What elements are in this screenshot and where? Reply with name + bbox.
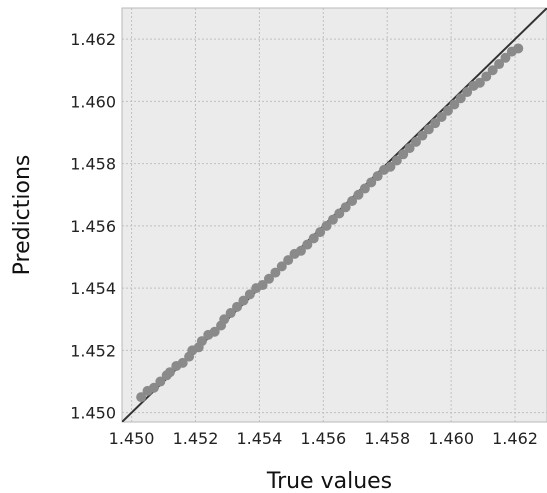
data-point xyxy=(449,99,460,110)
data-point xyxy=(257,280,268,291)
data-point xyxy=(177,357,188,368)
data-point xyxy=(353,189,364,200)
data-point xyxy=(232,301,243,312)
x-axis-ticks: 1.450 1.452 1.454 1.456 1.458 1.460 1.462 xyxy=(109,429,538,448)
data-point xyxy=(391,155,402,166)
data-point xyxy=(219,314,230,325)
data-points xyxy=(136,43,524,403)
x-tick-label: 1.460 xyxy=(428,429,474,448)
y-axis-label: Predictions xyxy=(10,155,35,276)
data-point xyxy=(455,93,466,104)
data-point xyxy=(295,245,306,256)
x-tick-label: 1.454 xyxy=(236,429,282,448)
data-point xyxy=(494,59,505,70)
data-point xyxy=(430,118,441,129)
data-point xyxy=(321,220,332,231)
data-point xyxy=(398,149,409,160)
data-point xyxy=(500,52,511,63)
y-tick-label: 1.458 xyxy=(70,155,116,174)
data-point xyxy=(436,111,447,122)
data-point xyxy=(148,382,159,393)
data-point xyxy=(474,77,485,88)
x-tick-label: 1.458 xyxy=(364,429,410,448)
data-point xyxy=(308,233,319,244)
data-point xyxy=(136,392,147,403)
data-point xyxy=(263,273,274,284)
data-point xyxy=(196,336,207,347)
data-point xyxy=(164,367,175,378)
data-point xyxy=(487,65,498,76)
data-point xyxy=(359,183,370,194)
data-point xyxy=(410,136,421,147)
data-point xyxy=(462,87,473,98)
data-point xyxy=(417,130,428,141)
x-tick-label: 1.456 xyxy=(300,429,346,448)
data-point xyxy=(276,261,287,272)
data-point xyxy=(404,143,415,154)
y-axis-ticks: 1.450 1.452 1.454 1.456 1.458 1.460 1.462 xyxy=(70,30,116,423)
data-point xyxy=(244,289,255,300)
y-tick-label: 1.462 xyxy=(70,30,116,49)
data-point xyxy=(270,267,281,278)
data-point xyxy=(283,255,294,266)
data-point xyxy=(238,295,249,306)
data-point xyxy=(442,105,453,116)
data-point xyxy=(302,239,313,250)
data-point xyxy=(481,71,492,82)
y-tick-label: 1.450 xyxy=(70,404,116,423)
data-point xyxy=(340,202,351,213)
x-axis-label: True values xyxy=(266,469,392,493)
data-point xyxy=(423,124,434,135)
data-point xyxy=(315,227,326,238)
data-point xyxy=(334,208,345,219)
data-point xyxy=(155,376,166,387)
y-tick-label: 1.456 xyxy=(70,217,116,236)
x-tick-label: 1.450 xyxy=(109,429,155,448)
data-point xyxy=(385,161,396,172)
y-tick-label: 1.452 xyxy=(70,341,116,360)
data-point xyxy=(347,195,358,206)
y-tick-label: 1.460 xyxy=(70,92,116,111)
y-tick-label: 1.454 xyxy=(70,279,116,298)
data-point xyxy=(366,177,377,188)
data-point xyxy=(225,308,236,319)
x-tick-label: 1.452 xyxy=(173,429,219,448)
data-point xyxy=(372,171,383,182)
data-point xyxy=(327,214,338,225)
data-point xyxy=(513,43,524,54)
x-tick-label: 1.462 xyxy=(492,429,538,448)
data-point xyxy=(209,326,220,337)
